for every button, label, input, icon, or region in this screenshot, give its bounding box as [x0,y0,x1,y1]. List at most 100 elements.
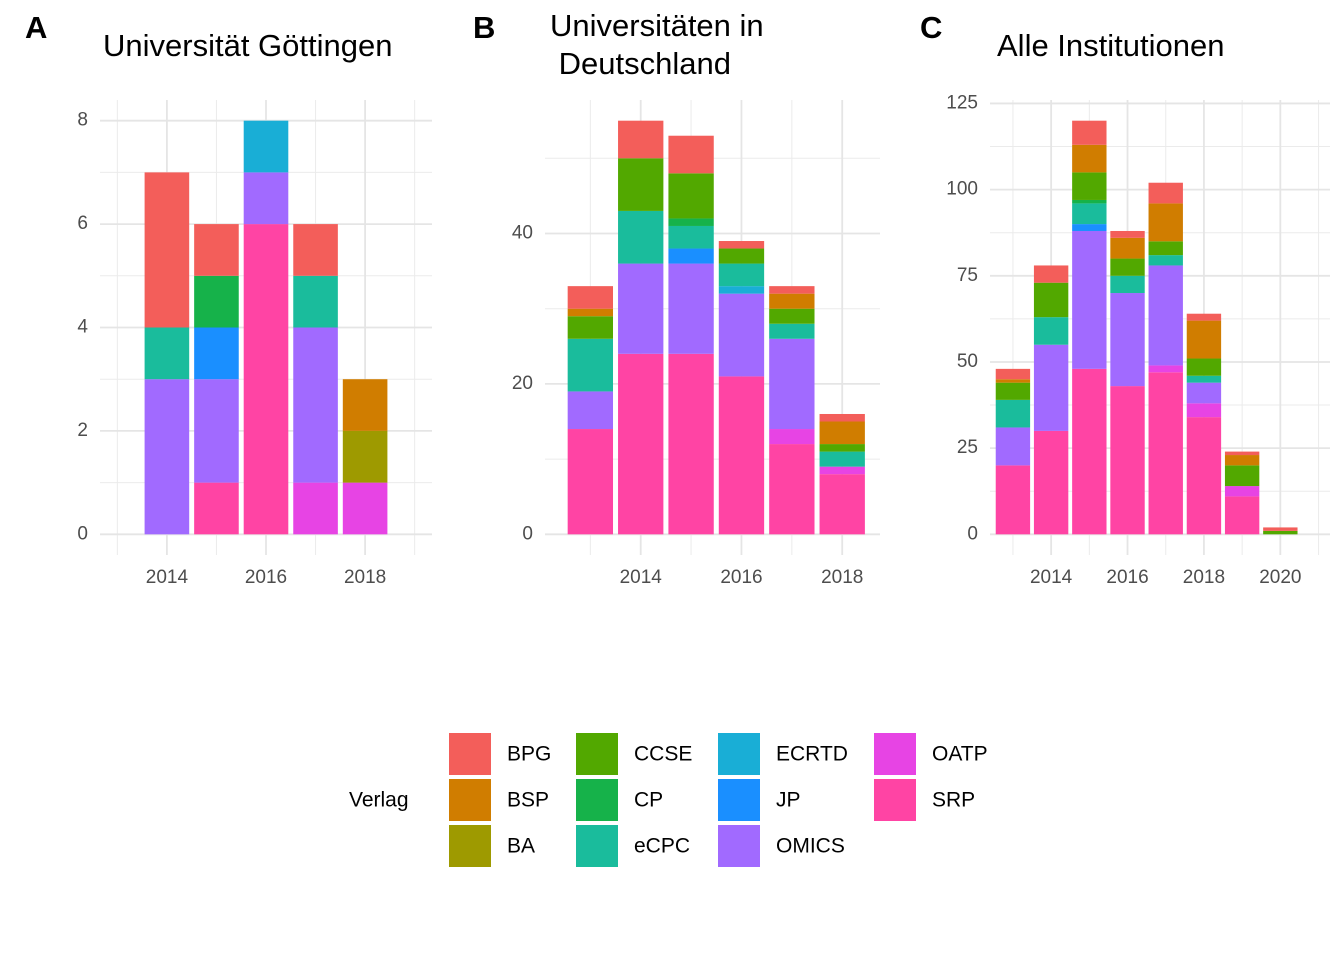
bar-segment [1110,258,1145,276]
bar-segment [194,275,239,328]
y-tick-label: 0 [77,523,88,544]
bar-segment [293,482,338,535]
legend-key [449,825,491,867]
bar-segment [668,248,714,264]
y-tick-label: 0 [967,523,978,544]
x-tick-label: 2014 [146,567,189,588]
y-tick-label: 4 [77,317,88,338]
x-tick-label: 2018 [821,567,863,588]
y-tick-label: 2 [77,420,88,441]
y-tick-label: 50 [957,351,978,372]
bar-segment [1148,255,1183,266]
bar-segment [819,466,865,475]
bar-segment [1186,313,1222,321]
bar-segment [1148,265,1183,366]
bar-segment [769,308,815,324]
bar-segment [1263,530,1298,535]
bar-segment [1224,486,1260,497]
bar-segment [995,379,1031,383]
y-tick-label: 75 [957,265,978,286]
bar-segment [1072,230,1107,369]
legend-key [718,825,760,867]
bar-segment [769,323,815,339]
y-tick-label: 0 [522,523,533,544]
y-tick-label: 8 [77,110,88,131]
legend-label: eCPC [634,835,690,858]
bar-segment [718,286,765,294]
bar-segment [1148,365,1183,373]
bar-segment [243,224,289,535]
legend-key [874,733,916,775]
bar-segment [718,376,765,535]
y-tick-label: 6 [77,213,88,234]
bar-segment [342,379,388,431]
legend-key [576,733,618,775]
bar-segment [1186,320,1222,359]
x-tick-label: 2014 [1030,567,1073,588]
bar-segment [769,338,815,430]
legend-label: ECRTD [776,743,848,766]
bar-segment [618,353,664,535]
legend-label: CP [634,789,663,812]
bar-segment [819,451,865,467]
bar-segment [1072,368,1107,535]
legend-label: BSP [507,789,549,812]
bar-segment [995,368,1031,380]
legend-key [449,779,491,821]
bar-segment [1148,241,1183,256]
bar-segment [995,399,1031,428]
bar-segment [1224,451,1260,456]
bar-segment [1148,372,1183,535]
legend-label: SRP [932,789,975,812]
bar-segment [995,382,1031,400]
bar-segment [293,327,338,483]
x-tick-label: 2014 [620,567,663,588]
bar-segment [1072,224,1107,231]
bar-segment [1110,230,1145,238]
bar-segment [1033,265,1069,283]
bar-segment [1033,282,1069,318]
bar-segment [819,421,865,445]
x-tick-label: 2018 [344,567,386,588]
bar-segment [1186,382,1222,404]
bar-segment [567,429,614,535]
bar-segment [342,482,388,535]
bar-segment [618,158,664,211]
panel-title: Universitäten in Deutschland [550,8,764,81]
bar-segment [769,286,815,294]
bar-segment [769,444,815,535]
bar-segment [1224,455,1260,466]
bar-segment [1110,237,1145,259]
bar-segment [1072,199,1107,204]
bar-segment [194,379,239,483]
bar-segment [567,338,614,392]
bar-segment [1148,182,1183,204]
x-tick-label: 2016 [245,567,287,588]
panel-label: C [920,10,942,45]
bar-segment [567,286,614,309]
bar-segment [567,316,614,339]
bar-segment [618,120,664,159]
x-tick-label: 2016 [1106,567,1148,588]
bar-segment [618,263,664,354]
bar-segment [1110,293,1145,387]
bar-segment [668,218,714,226]
y-tick-label: 125 [946,92,978,113]
bar-segment [567,308,614,317]
bar-segment [243,120,289,173]
bar-segment [293,275,338,328]
legend-key [576,825,618,867]
bar-segment [1072,172,1107,200]
bar-segment [194,482,239,535]
bar-segment [668,263,714,354]
bar-segment [668,173,714,219]
legend-label: CCSE [634,743,692,766]
bar-segment [1072,120,1107,145]
bar-segment [668,225,714,249]
bar-segment [718,263,765,287]
bar-segment [194,224,239,276]
bar-segment [769,429,815,445]
bar-segment [1033,344,1069,431]
bar-segment [1033,317,1069,345]
